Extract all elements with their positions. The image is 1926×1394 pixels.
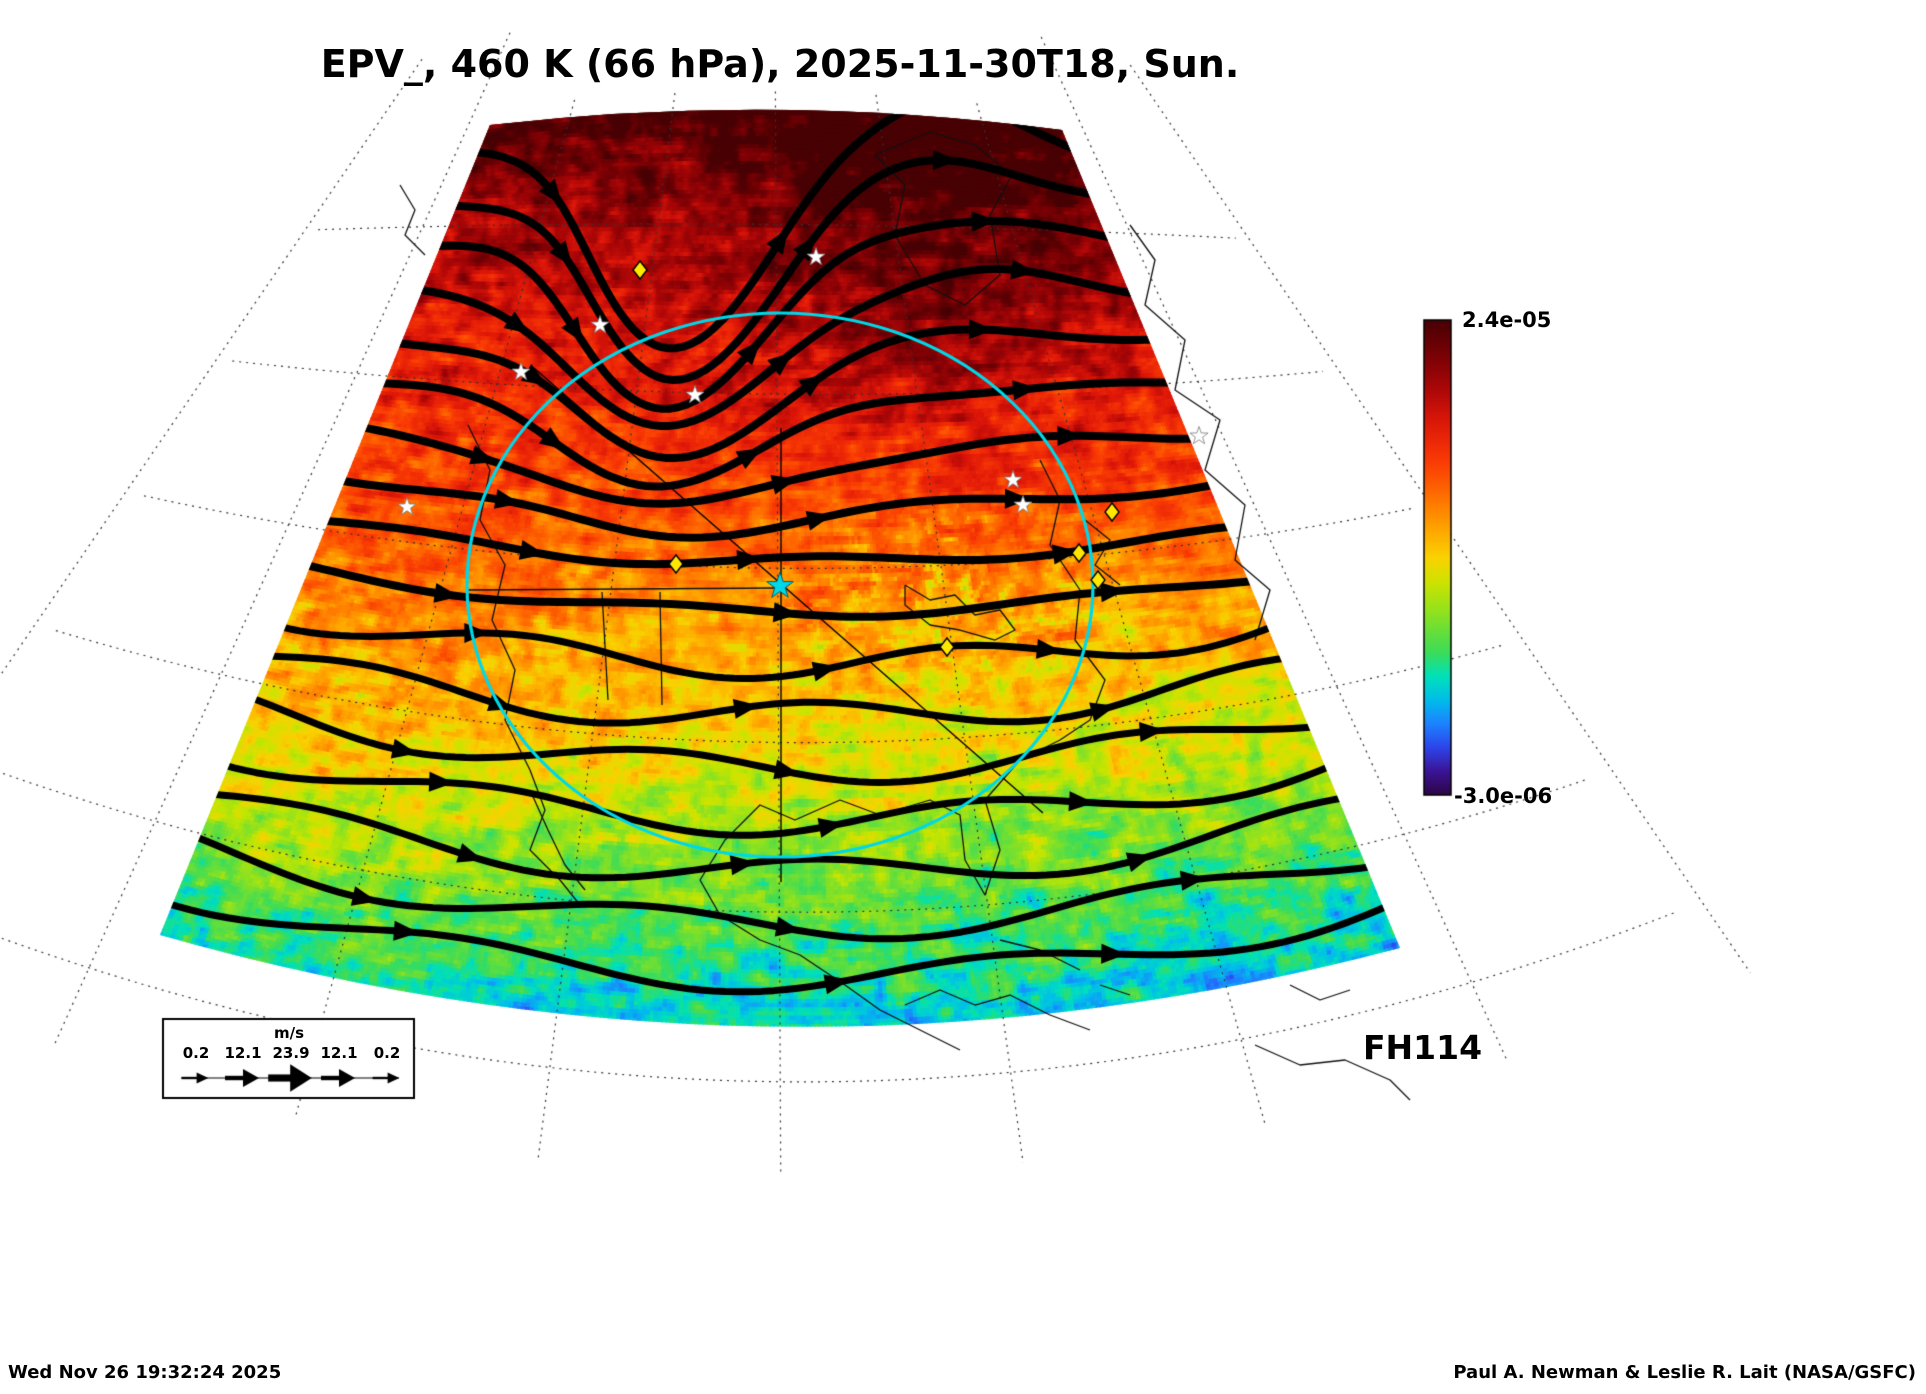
- colorbar-max-label: 2.4e-05: [1462, 308, 1552, 332]
- colorbar-min-label: -3.0e-06: [1454, 784, 1553, 808]
- wind-legend-value: 12.1: [320, 1044, 358, 1062]
- credit-label: Paul A. Newman & Leslie R. Lait (NASA/GS…: [1453, 1362, 1916, 1383]
- forecast-hour-label: FH114: [1363, 1028, 1483, 1067]
- chart-title: EPV_, 460 K (66 hPa), 2025-11-30T18, Sun…: [320, 42, 1240, 86]
- wind-legend-value: 0.2: [373, 1044, 401, 1062]
- wind-legend-unit-label: m/s: [273, 1024, 305, 1042]
- wind-legend-value: 23.9: [272, 1044, 310, 1062]
- timestamp-label: Wed Nov 26 19:32:24 2025: [8, 1362, 282, 1383]
- wind-legend-value: 12.1: [224, 1044, 262, 1062]
- wind-legend-value: 0.2: [182, 1044, 210, 1062]
